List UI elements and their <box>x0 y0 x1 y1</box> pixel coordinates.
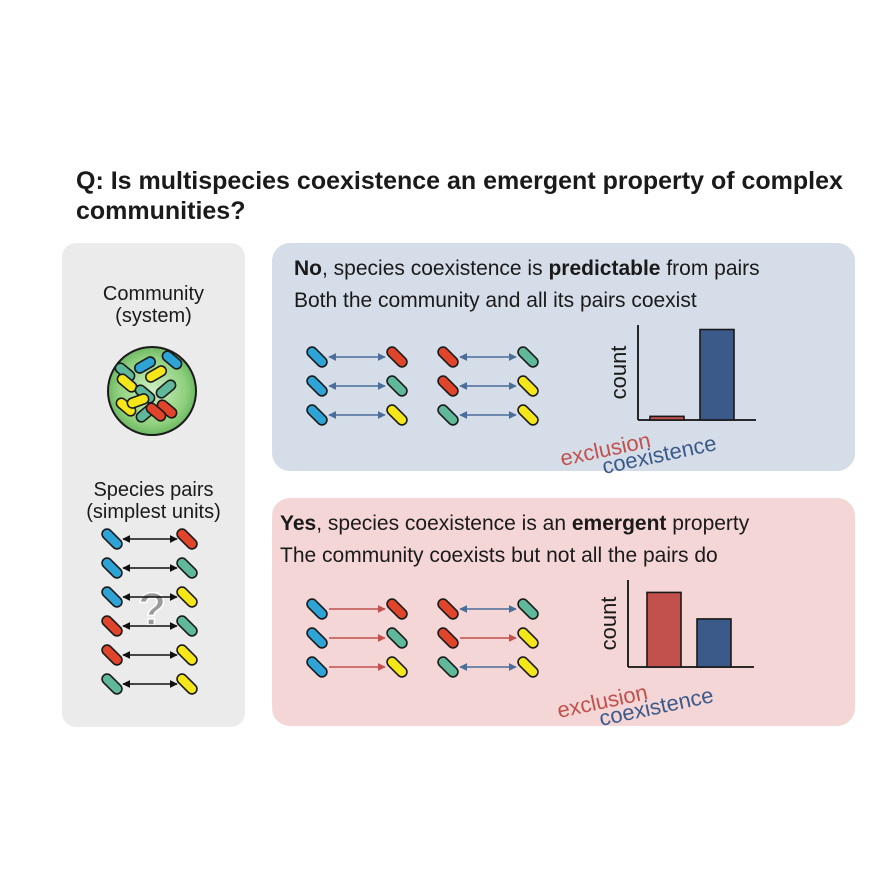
left-panel <box>62 243 245 727</box>
species-right <box>386 346 408 368</box>
dish-bacterium <box>155 379 177 399</box>
species-right <box>176 673 198 695</box>
yes-text-a: , species coexistence is an <box>316 512 572 535</box>
no-emph: predictable <box>548 257 661 280</box>
species-left <box>437 627 459 649</box>
species-left <box>306 375 328 397</box>
no-panel-line1: No, species coexistence is predictable f… <box>294 256 760 282</box>
species-left <box>101 673 123 695</box>
no-panel-line2: Both the community and all its pairs coe… <box>294 289 697 312</box>
dish-bacterium <box>161 350 183 370</box>
species-left <box>101 528 123 550</box>
species-left <box>306 346 328 368</box>
species-right <box>386 627 408 649</box>
page-title: Q: Is multispecies coexistence an emerge… <box>76 167 843 225</box>
species-right <box>517 375 539 397</box>
dish-bacterium <box>126 393 150 409</box>
no-lead: No <box>294 257 322 280</box>
bar-exclusion <box>649 415 685 421</box>
species-left <box>306 627 328 649</box>
species-right <box>386 375 408 397</box>
species-right <box>517 627 539 649</box>
yes-panel-line1: Yes, species coexistence is an emergent … <box>280 511 749 537</box>
species-right <box>176 586 198 608</box>
yes-emph: emergent <box>571 512 667 535</box>
y-axis-label: count <box>606 346 631 400</box>
community-dish <box>107 346 197 436</box>
species-left <box>101 586 123 608</box>
species-left <box>101 644 123 666</box>
no-text-b: from pairs <box>660 257 760 280</box>
species-left <box>101 557 123 579</box>
species-left <box>306 656 328 678</box>
bar-coexistence <box>699 328 735 421</box>
species-right <box>386 598 408 620</box>
dish-bacterium <box>134 356 156 374</box>
pairs-label-line2: (simplest units) <box>86 501 221 523</box>
species-right <box>386 404 408 426</box>
yes-lead: Yes <box>280 512 317 535</box>
species-right <box>176 615 198 637</box>
y-axis-label: count <box>596 597 621 651</box>
species-left <box>437 375 459 397</box>
species-left <box>306 598 328 620</box>
yes-panel-line2: The community coexists but not all the p… <box>280 544 718 567</box>
species-left <box>306 404 328 426</box>
community-label: Community (system) <box>62 283 245 327</box>
species-right <box>176 528 198 550</box>
dish-bacterium <box>145 402 167 422</box>
question-mark: ? <box>138 583 166 635</box>
species-left <box>437 346 459 368</box>
species-left <box>437 598 459 620</box>
community-label-line2: (system) <box>115 305 192 327</box>
species-right <box>176 557 198 579</box>
bar-exclusion <box>646 591 682 668</box>
species-left <box>437 656 459 678</box>
species-right <box>517 404 539 426</box>
pairs-label-line1: Species pairs <box>93 479 214 501</box>
species-right <box>517 598 539 620</box>
species-right <box>517 656 539 678</box>
dish-bacterium <box>145 365 167 383</box>
species-right <box>176 644 198 666</box>
species-left <box>437 404 459 426</box>
pairs-label: Species pairs (simplest units) <box>62 479 245 523</box>
community-label-line1: Community <box>102 283 205 305</box>
yes-panel <box>272 498 855 726</box>
no-text-a: , species coexistence is <box>322 257 549 280</box>
species-right <box>517 346 539 368</box>
bar-coexistence <box>696 618 732 668</box>
species-right <box>386 656 408 678</box>
species-left <box>101 615 123 637</box>
yes-text-b: property <box>666 512 750 535</box>
